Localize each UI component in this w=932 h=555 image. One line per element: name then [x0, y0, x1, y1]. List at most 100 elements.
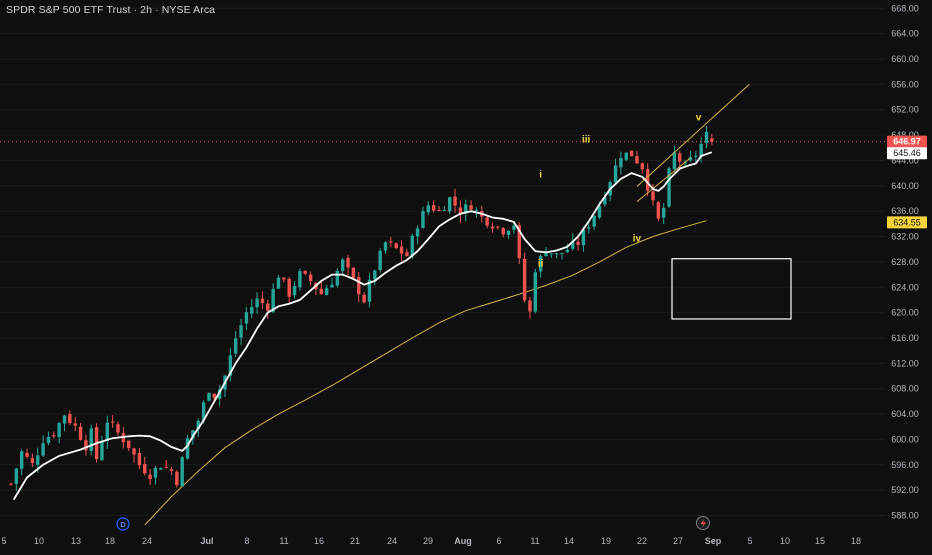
candle	[624, 152, 628, 162]
candle-body	[105, 422, 109, 441]
candle	[426, 201, 430, 215]
candle-body	[244, 312, 249, 324]
candle	[710, 133, 714, 146]
target-box	[671, 258, 792, 320]
candle-body	[9, 483, 13, 485]
candle-body	[287, 278, 291, 297]
candle-body	[175, 471, 179, 486]
candle-body	[560, 252, 564, 254]
candle-body	[201, 402, 206, 421]
wave-label-iii: iii	[582, 135, 591, 146]
candle-body	[538, 255, 543, 272]
candle	[394, 242, 398, 250]
wave-label-i: i	[539, 169, 542, 180]
candle	[266, 299, 270, 319]
time-tick-label: 5	[747, 536, 752, 546]
candle	[373, 269, 377, 286]
candle-body	[324, 288, 329, 296]
candle	[73, 417, 77, 432]
candle-body	[571, 241, 575, 249]
price-badge-yellow: 634.55	[887, 216, 927, 229]
candle-body	[555, 253, 559, 255]
wave-label-v: v	[696, 112, 702, 123]
candle-body	[549, 253, 554, 255]
candle	[688, 150, 693, 163]
candle-body	[619, 157, 623, 168]
price-tick-label: 648.00	[891, 130, 919, 140]
candle	[437, 205, 441, 212]
candle-body	[357, 276, 361, 295]
candle	[239, 318, 243, 346]
candle	[533, 268, 537, 314]
candle-body	[169, 469, 174, 472]
candle-body	[662, 207, 666, 218]
last-price-value: 646.97	[893, 137, 921, 147]
candle	[330, 277, 334, 288]
candle-body	[512, 225, 516, 230]
candle-body	[228, 355, 233, 376]
candle	[100, 435, 104, 462]
candle	[351, 267, 356, 280]
candle	[46, 431, 51, 446]
candle-body	[46, 437, 51, 444]
candle-body	[373, 270, 377, 280]
time-tick-label: 18	[851, 536, 861, 546]
candle	[662, 203, 666, 224]
candle-body	[335, 271, 340, 286]
candle-body	[260, 298, 265, 304]
candle-body	[694, 155, 698, 157]
candle	[255, 292, 259, 314]
candle-body	[496, 226, 500, 228]
candle-body	[415, 228, 420, 237]
candle-body	[292, 286, 297, 296]
candle	[464, 199, 468, 222]
candle	[399, 240, 404, 262]
candle	[555, 253, 559, 259]
candle	[164, 459, 168, 469]
candle	[629, 150, 634, 157]
candle-body	[20, 451, 24, 469]
candle-body	[255, 298, 259, 308]
candle-body	[30, 458, 35, 464]
candle	[549, 253, 554, 258]
candle	[62, 414, 67, 432]
candle-body	[453, 196, 457, 206]
candle-body	[431, 205, 436, 211]
candle-body	[78, 426, 83, 440]
price-tick-label: 600.00	[891, 434, 919, 444]
candle-body	[25, 452, 29, 457]
candle-body	[517, 225, 521, 258]
candle-body	[640, 163, 644, 170]
candle-body	[437, 210, 441, 212]
candle-body	[587, 227, 591, 229]
candle	[704, 126, 709, 148]
candle-body	[597, 206, 602, 218]
candle	[357, 272, 361, 303]
time-tick-label: 24	[387, 536, 397, 546]
candle	[276, 275, 281, 289]
candle-body	[148, 474, 152, 480]
time-tick-label: 19	[601, 536, 611, 546]
price-tick-label: 652.00	[891, 105, 919, 115]
candle	[581, 226, 586, 252]
candle	[78, 423, 83, 441]
candle-body	[346, 257, 350, 268]
dividend-marker-icon[interactable]: D	[116, 517, 130, 531]
candle	[522, 252, 527, 303]
candle	[9, 482, 13, 486]
candle	[389, 237, 393, 248]
candle-body	[544, 253, 548, 257]
candle-body	[319, 288, 323, 295]
lightning-event-icon[interactable]	[696, 516, 710, 530]
price-axis-background	[885, 0, 932, 550]
candle	[148, 468, 152, 485]
candle-body	[127, 440, 131, 449]
candle-body	[164, 466, 168, 468]
candle-body	[180, 457, 184, 487]
candle-body	[52, 435, 56, 437]
candle-body	[234, 338, 238, 354]
